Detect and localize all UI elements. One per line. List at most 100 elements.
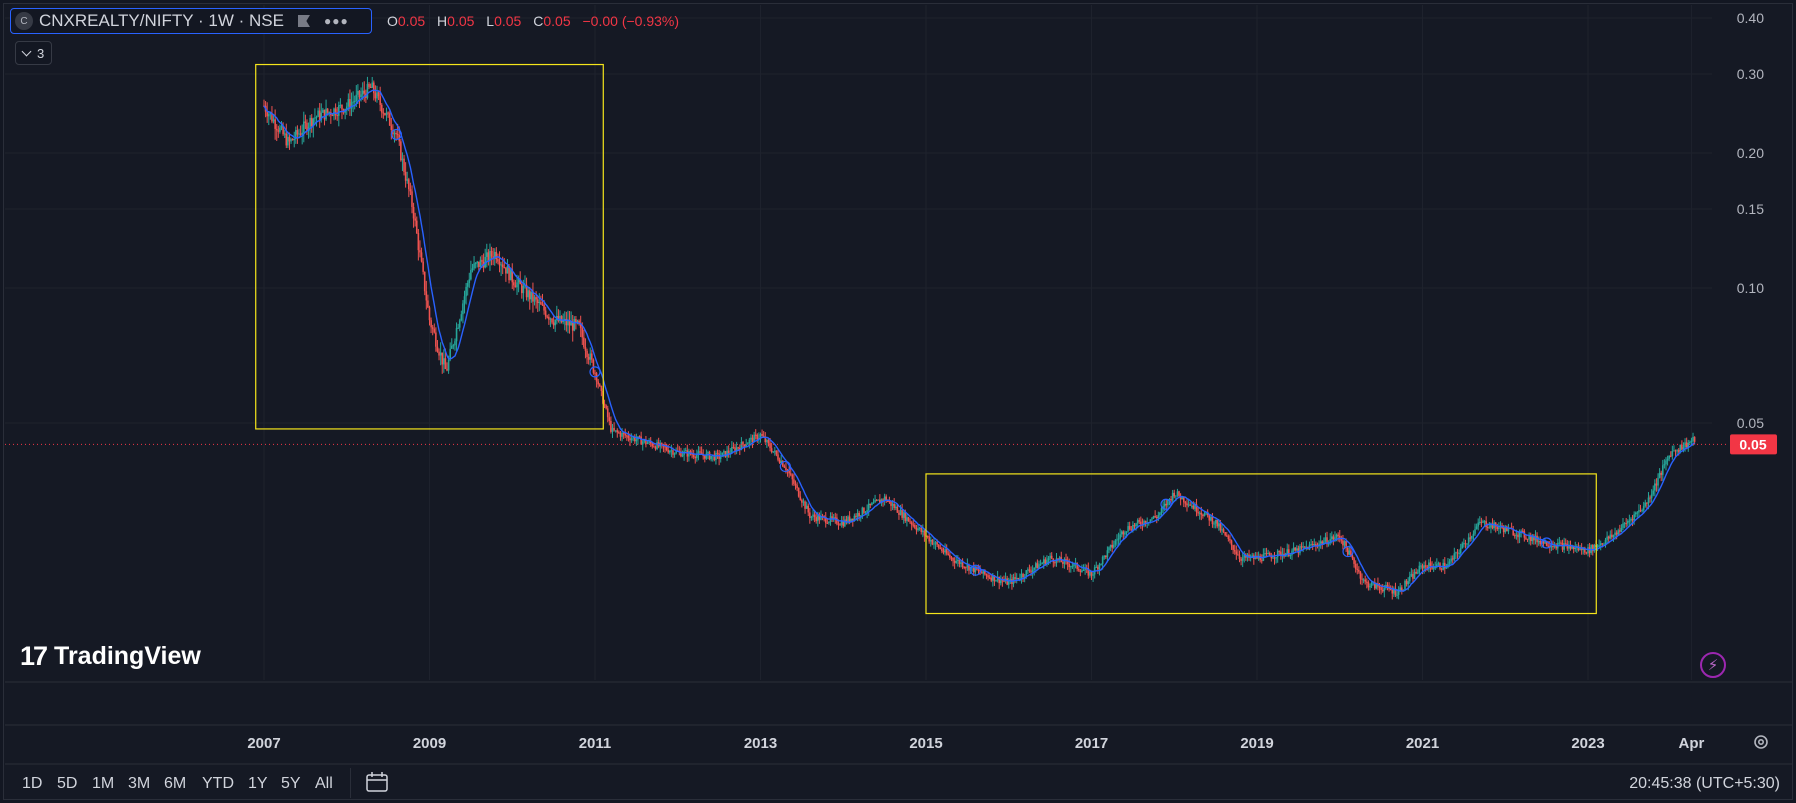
candle xyxy=(579,315,582,338)
candle xyxy=(482,253,485,273)
chevron-down-icon xyxy=(21,46,32,57)
candle xyxy=(1122,530,1125,540)
candle xyxy=(385,107,388,122)
candle xyxy=(1361,573,1363,586)
candle xyxy=(1046,555,1048,567)
candle xyxy=(495,247,498,264)
tradingview-logo[interactable]: 17 TradingView xyxy=(20,641,201,672)
x-tick-label: 2013 xyxy=(744,735,777,752)
candle xyxy=(1397,586,1400,600)
candle xyxy=(384,112,386,116)
flag-icon[interactable] xyxy=(297,15,310,27)
candle xyxy=(1386,582,1389,591)
candle xyxy=(807,503,810,517)
candle xyxy=(1478,516,1481,525)
high-value: 0.05 xyxy=(447,13,475,29)
candle xyxy=(1366,578,1368,589)
candle xyxy=(1288,544,1290,558)
candle xyxy=(1031,565,1034,579)
timeframe-1d[interactable]: 1D xyxy=(22,775,43,792)
candle xyxy=(1302,541,1304,553)
candle xyxy=(436,340,439,353)
candle xyxy=(1003,575,1005,583)
candle xyxy=(805,501,808,509)
candle xyxy=(1256,552,1258,560)
candle xyxy=(866,504,868,519)
lightning-icon[interactable]: ⚡ xyxy=(1700,652,1726,678)
timeframe-5d[interactable]: 5D xyxy=(57,775,78,792)
price-axis[interactable]: 0.40 0.30 0.20 0.15 0.10 0.05 xyxy=(1737,10,1764,431)
candle xyxy=(1466,543,1468,548)
timeframe-3m[interactable]: 3M xyxy=(128,775,151,792)
candle xyxy=(847,515,849,525)
timeframe-6m[interactable]: 6M xyxy=(164,775,187,792)
candle xyxy=(1432,563,1435,573)
candle xyxy=(554,319,557,332)
candle xyxy=(649,437,652,447)
candle xyxy=(358,90,361,109)
candle xyxy=(934,540,937,550)
candle xyxy=(462,300,464,324)
candle xyxy=(985,573,988,580)
candle xyxy=(791,473,794,486)
timeframe-1m[interactable]: 1M xyxy=(92,775,115,792)
candle xyxy=(1649,495,1651,503)
candle xyxy=(914,522,916,530)
candle xyxy=(801,498,803,508)
candle xyxy=(1299,544,1301,556)
candle xyxy=(630,433,633,443)
candle xyxy=(1280,546,1282,560)
candle xyxy=(1154,510,1156,519)
candle xyxy=(298,128,300,138)
candle xyxy=(379,86,381,112)
candle xyxy=(1070,565,1072,573)
candle xyxy=(1289,554,1292,560)
candle xyxy=(1628,514,1631,526)
candle xyxy=(635,433,638,446)
clock-timezone[interactable]: 20:45:38 (UTC+5:30) xyxy=(1629,775,1780,792)
candle xyxy=(1663,459,1666,469)
timeframe-1y[interactable]: 1Y xyxy=(248,775,268,792)
candle xyxy=(1112,540,1115,549)
high-key: H xyxy=(437,13,448,29)
candle xyxy=(583,329,585,349)
date-range-icon[interactable] xyxy=(366,772,388,792)
candle xyxy=(1020,569,1023,584)
candle xyxy=(929,536,932,547)
time-axis[interactable]: 2007 2009 2011 2013 2015 2017 2019 2021 2023 Apr xyxy=(247,735,1704,752)
more-icon[interactable]: ●●● xyxy=(323,14,349,28)
candle xyxy=(960,561,962,568)
candle xyxy=(509,269,512,281)
candle xyxy=(520,280,523,299)
candle xyxy=(484,248,486,269)
candle xyxy=(1639,504,1642,513)
candle xyxy=(812,508,814,521)
gear-icon[interactable] xyxy=(1752,733,1770,751)
candle xyxy=(1373,578,1376,591)
indicators-toggle-button[interactable]: 3 xyxy=(15,41,53,65)
x-tick-label: 2017 xyxy=(1075,735,1108,752)
candle xyxy=(1354,560,1357,573)
candle xyxy=(1536,532,1538,548)
candle xyxy=(869,503,872,509)
timeframe-all[interactable]: All xyxy=(315,775,333,792)
candle xyxy=(473,256,475,271)
candle xyxy=(1103,555,1106,560)
candle xyxy=(498,251,501,273)
candle xyxy=(1506,525,1508,532)
candle xyxy=(1654,479,1656,497)
timeframe-5y[interactable]: 5Y xyxy=(281,775,301,792)
timeframe-ytd[interactable]: YTD xyxy=(202,775,234,792)
toolbar-divider xyxy=(350,768,351,798)
candle xyxy=(492,247,494,266)
ma-marker xyxy=(1541,537,1553,549)
candle xyxy=(1676,449,1678,456)
highlight-box-1 xyxy=(255,63,604,430)
candle xyxy=(1526,538,1529,543)
symbol-search-button[interactable]: C CNXREALTY/NIFTY · 1W · NSE ●●● xyxy=(10,8,372,34)
highlight-boxes[interactable] xyxy=(255,63,1597,615)
candle xyxy=(875,498,878,502)
candle xyxy=(452,343,455,350)
candle xyxy=(619,431,622,441)
